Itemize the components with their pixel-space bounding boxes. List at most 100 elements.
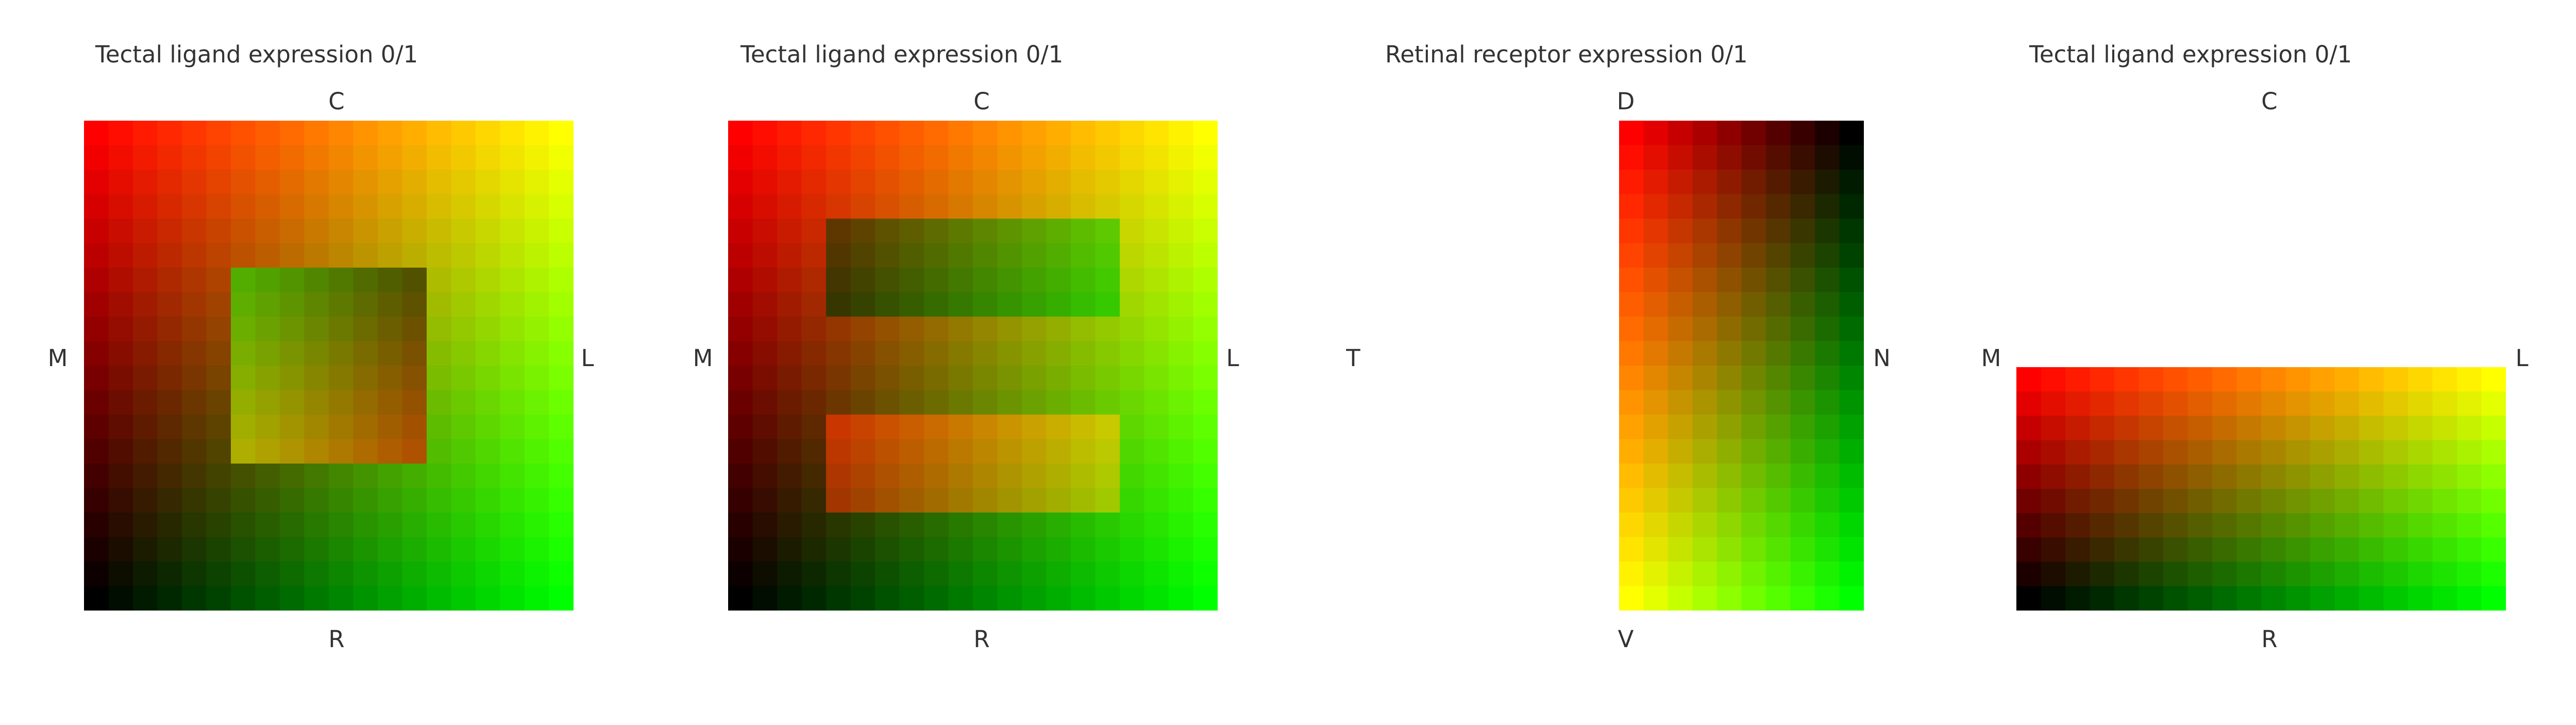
heatmap-cell <box>997 586 1022 611</box>
heatmap-cell <box>1668 219 1693 244</box>
heatmap-cell <box>1692 145 1718 170</box>
heatmap-cell <box>777 366 802 391</box>
heatmap-cell <box>427 415 452 440</box>
heatmap-cell <box>2236 440 2262 465</box>
axis-label-bottom: R <box>328 625 345 653</box>
heatmap-cell <box>875 415 900 440</box>
heatmap-cell <box>133 439 158 464</box>
heatmap-cell <box>451 366 476 391</box>
heatmap-cell <box>378 219 403 244</box>
heatmap-cell <box>1144 341 1169 366</box>
heatmap-cell <box>2139 416 2164 441</box>
heatmap-cell <box>924 170 949 195</box>
heatmap-cell <box>500 366 525 391</box>
heatmap-cell <box>752 439 778 464</box>
heatmap-cell <box>525 488 550 513</box>
heatmap-cell <box>255 194 280 219</box>
heatmap-cell <box>1717 292 1742 317</box>
heatmap-cell <box>378 268 403 293</box>
heatmap-cell <box>1692 317 1718 342</box>
heatmap-cell <box>1046 243 1071 268</box>
heatmap-cell <box>2457 562 2482 587</box>
heatmap-cell <box>206 145 231 170</box>
heatmap-cell <box>2187 391 2213 416</box>
heatmap-cell <box>924 586 949 611</box>
heatmap-cell <box>255 415 280 440</box>
heatmap-cell <box>1144 145 1169 170</box>
heatmap-cell <box>549 145 574 170</box>
heatmap-cell <box>1766 121 1791 146</box>
heatmap-cell <box>84 390 109 415</box>
expression-grid <box>1619 121 1864 611</box>
heatmap-cell <box>2310 367 2335 392</box>
heatmap-cell <box>973 121 998 146</box>
heatmap-cell <box>826 415 851 440</box>
heatmap-cell <box>1022 464 1047 489</box>
heatmap-cell <box>1717 513 1742 538</box>
heatmap-cell <box>255 464 280 489</box>
heatmap-cell <box>728 415 753 440</box>
heatmap-cell <box>2310 513 2335 538</box>
heatmap-cell <box>182 194 207 219</box>
heatmap-cell <box>1022 439 1047 464</box>
heatmap-cell <box>2090 391 2115 416</box>
heatmap-cell <box>1193 170 1218 195</box>
heatmap-cell <box>1790 317 1815 342</box>
heatmap-cell <box>2457 416 2482 441</box>
heatmap-cell <box>304 537 329 562</box>
heatmap-cell <box>1022 268 1047 293</box>
heatmap-cell <box>2481 391 2506 416</box>
heatmap-cell <box>899 341 924 366</box>
heatmap-cell <box>1193 292 1218 317</box>
heatmap-cell <box>2383 489 2409 514</box>
heatmap-cell <box>973 292 998 317</box>
heatmap-cell <box>1046 145 1071 170</box>
heatmap-cell <box>108 537 133 562</box>
heatmap-cell <box>182 219 207 244</box>
heatmap-cell <box>948 341 973 366</box>
heatmap-cell <box>1766 170 1791 195</box>
heatmap-cell <box>1692 464 1718 489</box>
heatmap-cell <box>1815 268 1840 293</box>
heatmap-cell <box>549 317 574 342</box>
expression-grid <box>84 121 574 611</box>
heatmap-cell <box>206 292 231 317</box>
heatmap-cell <box>997 121 1022 146</box>
heatmap-cell <box>231 464 256 489</box>
heatmap-cell <box>2432 416 2457 441</box>
heatmap-cell <box>500 292 525 317</box>
heatmap-cell <box>1839 488 1864 513</box>
heatmap-cell <box>1668 488 1693 513</box>
heatmap-cell <box>948 145 973 170</box>
heatmap-cell <box>1692 292 1718 317</box>
heatmap-cell <box>1790 390 1815 415</box>
heatmap-cell <box>2139 440 2164 465</box>
heatmap-cell <box>2383 391 2409 416</box>
heatmap-cell <box>206 170 231 195</box>
axis-label-left: T <box>1346 344 1360 372</box>
heatmap-cell <box>182 439 207 464</box>
heatmap-cell <box>850 121 875 146</box>
heatmap-cell <box>1815 219 1840 244</box>
heatmap-cell <box>1120 317 1145 342</box>
heatmap-cell <box>451 145 476 170</box>
heatmap-cell <box>84 415 109 440</box>
heatmap-cell <box>948 586 973 611</box>
heatmap-cell <box>231 170 256 195</box>
heatmap-cell <box>1668 366 1693 391</box>
heatmap-cell <box>801 194 827 219</box>
heatmap-cell <box>777 390 802 415</box>
heatmap-cell <box>777 513 802 538</box>
heatmap-cell <box>875 537 900 562</box>
heatmap-cell <box>1741 170 1766 195</box>
heatmap-cell <box>997 170 1022 195</box>
heatmap-cell <box>1790 170 1815 195</box>
heatmap-cell <box>1692 341 1718 366</box>
heatmap-cell <box>1193 341 1218 366</box>
heatmap-cell <box>1120 415 1145 440</box>
heatmap-cell <box>182 317 207 342</box>
heatmap-cell <box>84 170 109 195</box>
heatmap-cell <box>1668 537 1693 562</box>
heatmap-cell <box>997 317 1022 342</box>
heatmap-cell <box>108 121 133 146</box>
